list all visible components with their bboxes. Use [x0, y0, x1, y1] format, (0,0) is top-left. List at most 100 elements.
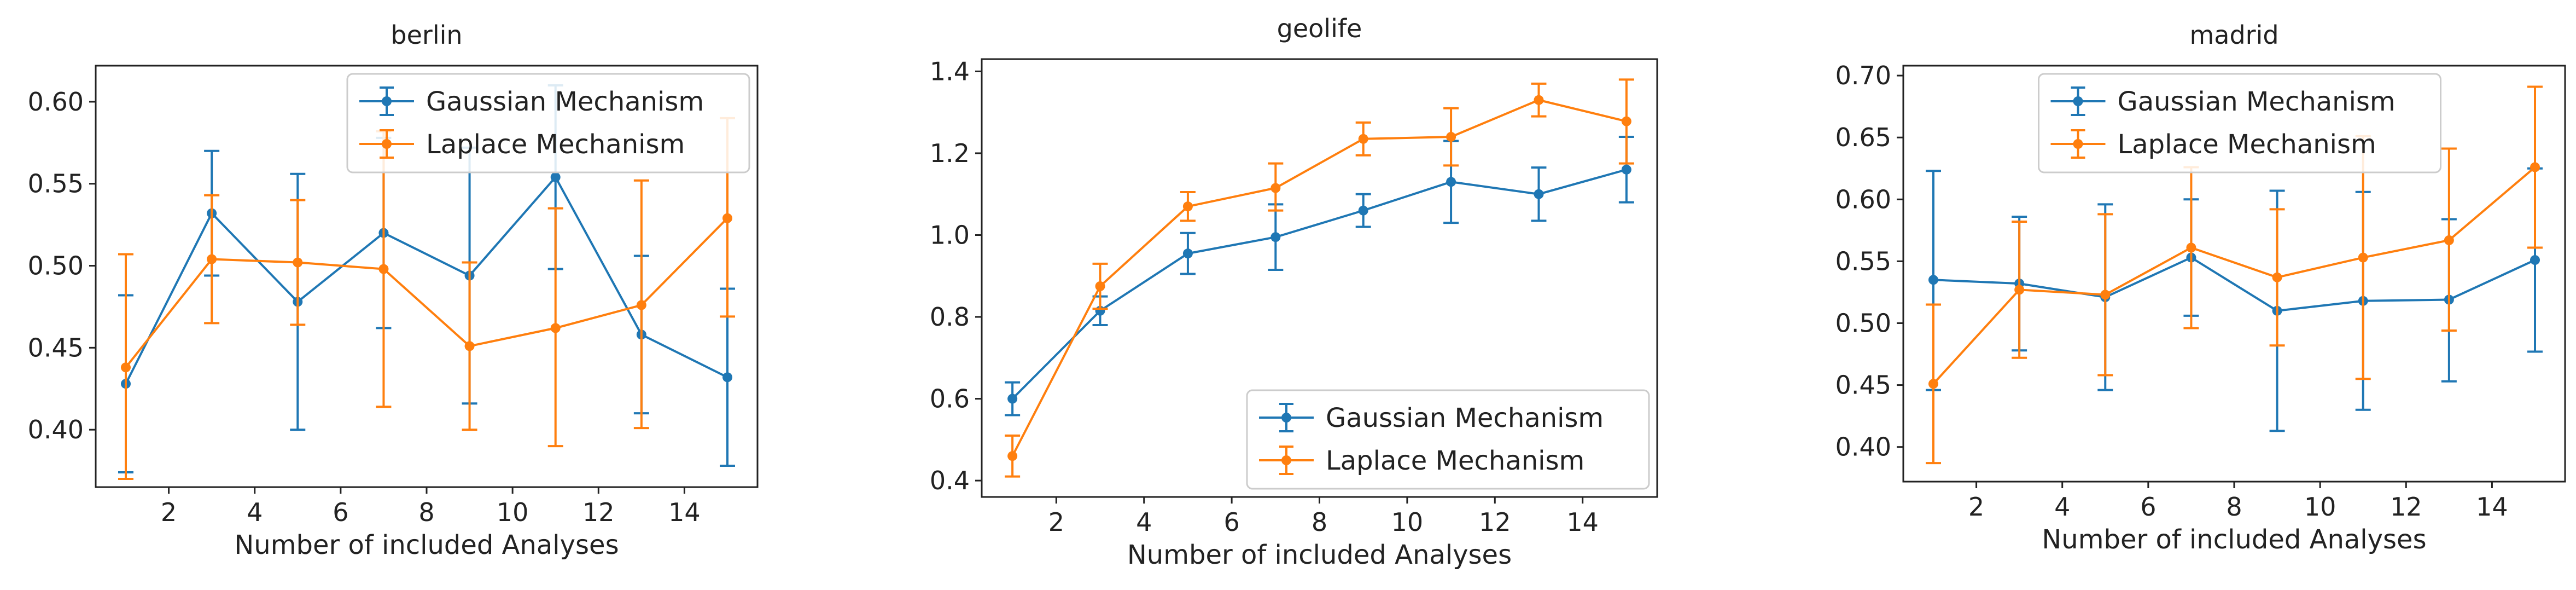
- data-point: [1182, 248, 1193, 259]
- x-tick-label: 4: [247, 498, 263, 527]
- panel-berlin: berlin 2 4 6 8 10 12 14 0.40 0.45 0.50 0.55 0.60 Numb…: [28, 20, 759, 560]
- y-tick-label: 0.45: [28, 333, 84, 362]
- data-point: [464, 341, 475, 351]
- y-tick-label: 0.60: [28, 87, 84, 117]
- data-point: [378, 264, 389, 274]
- x-tick-label: 6: [2140, 492, 2156, 522]
- data-point: [1007, 394, 1018, 404]
- legend-label: Laplace Mechanism: [426, 129, 685, 160]
- data-point: [2530, 255, 2540, 265]
- legend: Gaussian Mechanism Laplace Mechanism: [346, 73, 750, 173]
- data-point: [550, 323, 561, 333]
- legend-marker: [2073, 96, 2083, 106]
- x-tick-label: 10: [1391, 507, 1424, 537]
- x-tick-label: 6: [1223, 507, 1239, 537]
- y-tick-label: 1.4: [930, 56, 970, 86]
- panel-geolife: geolife 2 4 6 8 10 12 14 0.4 0.6 0.8 1.0 1.2 1.4 Numbe…: [930, 14, 1658, 570]
- y-tick-label: 0.4: [930, 466, 970, 495]
- legend-box: [1246, 389, 1650, 490]
- legend-marker: [382, 139, 392, 149]
- x-tick-label: 6: [333, 498, 348, 527]
- y-tick-label: 0.8: [930, 302, 970, 332]
- y-tick-label: 0.45: [1835, 371, 1891, 400]
- series-line-laplace: [1011, 99, 1627, 457]
- legend: Gaussian Mechanism Laplace Mechanism: [1246, 389, 1650, 490]
- data-point: [1446, 177, 1456, 187]
- y-tick-label: 0.60: [1835, 184, 1891, 214]
- legend-marker: [2073, 139, 2083, 149]
- y-tick-label: 0.55: [1835, 246, 1891, 276]
- y-tick-label: 1.0: [930, 220, 970, 250]
- data-point: [121, 362, 131, 373]
- legend-marker: [1281, 413, 1291, 423]
- data-point: [1270, 232, 1281, 242]
- data-point: [550, 172, 561, 182]
- series-line-laplace: [125, 217, 728, 368]
- x-tick-label: 14: [2476, 492, 2508, 522]
- y-tick-label: 0.70: [1835, 61, 1891, 90]
- legend-label: Gaussian Mechanism: [1326, 403, 1604, 433]
- data-point: [2186, 242, 2196, 253]
- x-tick-label: 2: [1048, 507, 1064, 537]
- x-tick-label: 4: [1136, 507, 1152, 537]
- x-tick-label: 8: [1312, 507, 1327, 537]
- data-point: [1182, 201, 1193, 212]
- x-tick-label: 10: [497, 498, 529, 527]
- data-point: [1446, 132, 1456, 142]
- x-tick-label: 12: [2390, 492, 2422, 522]
- y-tick-label: 0.50: [28, 251, 84, 281]
- legend-box: [346, 73, 750, 173]
- data-point: [2272, 272, 2282, 282]
- x-axis-label: Number of included Analyses: [1127, 540, 1512, 570]
- data-point: [1534, 95, 1544, 105]
- legend-label: Laplace Mechanism: [1326, 446, 1584, 476]
- x-tick-label: 8: [418, 498, 434, 527]
- panel-madrid: madrid 2 4 6 8 10 12 14 0.40 0.45 0.50 0.55 0.60 0.65…: [1835, 20, 2566, 555]
- legend-label: Laplace Mechanism: [2118, 129, 2376, 160]
- data-point: [1270, 183, 1281, 193]
- y-tick-label: 0.55: [28, 169, 84, 199]
- y-tick-label: 1.2: [930, 138, 970, 168]
- legend-marker: [382, 96, 392, 106]
- y-tick-label: 0.40: [28, 415, 84, 444]
- data-point: [293, 257, 303, 268]
- y-tick-label: 0.50: [1835, 308, 1891, 338]
- plot-frame: [981, 58, 1658, 498]
- legend-box: [2038, 73, 2441, 173]
- y-tick-label: 0.6: [930, 384, 970, 414]
- x-axis-label: Number of included Analyses: [2042, 524, 2426, 555]
- legend-marker: [1281, 455, 1291, 465]
- legend: Gaussian Mechanism Laplace Mechanism: [2038, 73, 2441, 173]
- chart-title: madrid: [2189, 20, 2278, 50]
- x-tick-label: 10: [2304, 492, 2336, 522]
- x-tick-label: 8: [2226, 492, 2242, 522]
- x-tick-label: 14: [668, 498, 701, 527]
- chart-title: geolife: [1277, 14, 1362, 43]
- x-tick-label: 12: [1479, 507, 1511, 537]
- plot-frame: [95, 65, 759, 488]
- data-point: [2358, 252, 2368, 263]
- chart-title: berlin: [391, 20, 462, 50]
- data-point: [1095, 281, 1105, 291]
- data-point: [1007, 451, 1018, 461]
- plot-frame: [1902, 65, 2566, 483]
- series-line-gaussian: [125, 175, 728, 385]
- series-line-gaussian: [1933, 256, 2536, 312]
- data-point: [2014, 285, 2025, 295]
- x-tick-label: 2: [161, 498, 177, 527]
- data-point: [1928, 379, 1938, 389]
- x-tick-label: 14: [1566, 507, 1599, 537]
- x-tick-label: 2: [1968, 492, 1984, 522]
- x-tick-label: 12: [582, 498, 615, 527]
- data-point: [1534, 189, 1544, 199]
- y-tick-label: 0.65: [1835, 123, 1891, 152]
- data-point: [722, 372, 732, 383]
- data-point: [636, 300, 646, 310]
- data-point: [1928, 275, 1938, 285]
- data-point: [2100, 290, 2111, 300]
- data-point: [207, 254, 217, 264]
- data-point: [1358, 205, 1368, 216]
- series-line-gaussian: [1011, 168, 1627, 400]
- series-line-laplace: [1932, 166, 2536, 385]
